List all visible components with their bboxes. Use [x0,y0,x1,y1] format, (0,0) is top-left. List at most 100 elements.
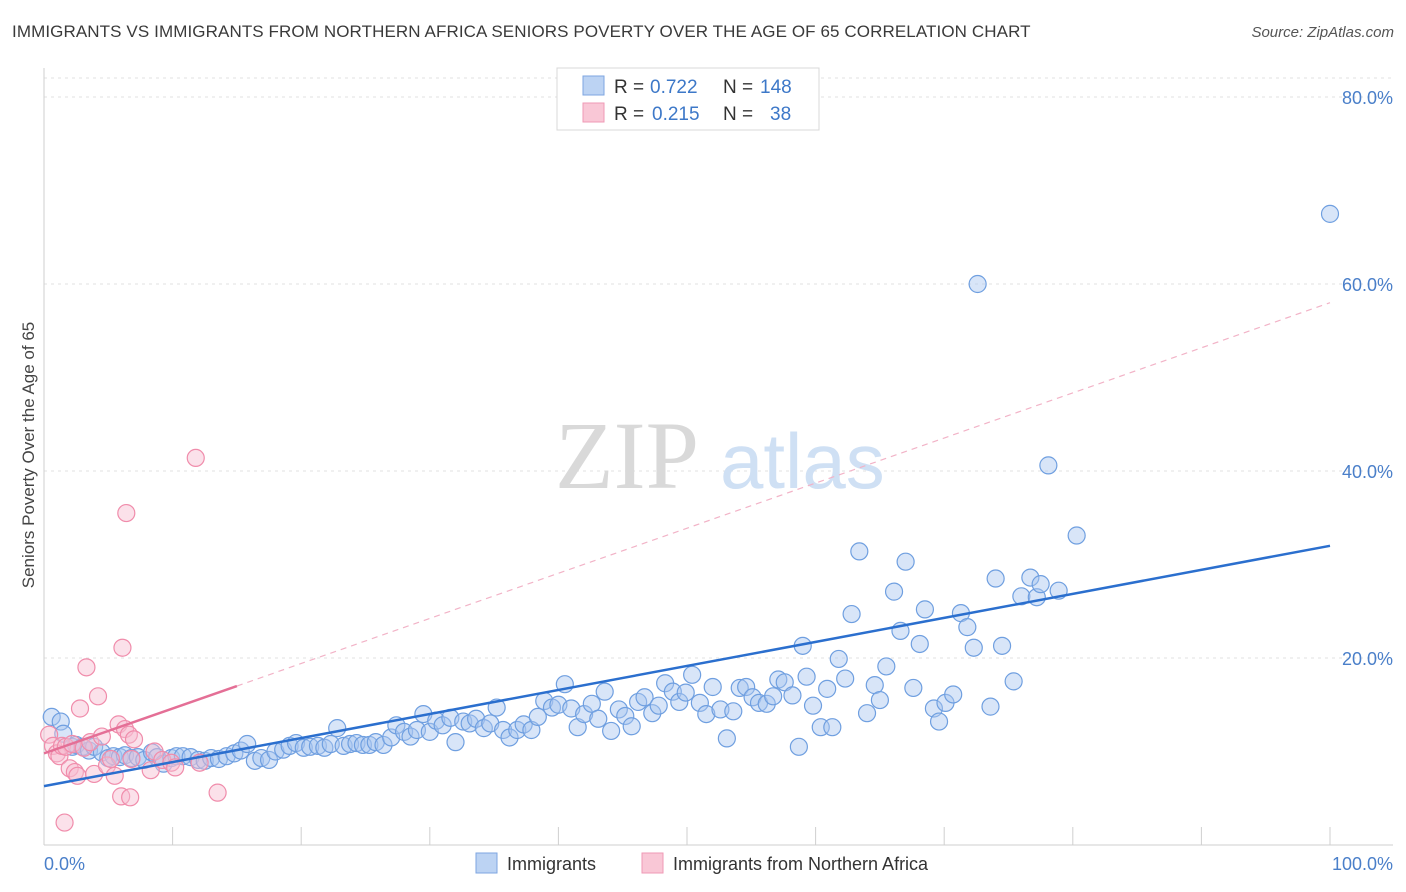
y-tick-label: 80.0% [1342,88,1393,108]
point-immigrants [528,707,547,727]
point-northern-africa [77,658,96,677]
point-northern-africa [101,749,120,769]
point-immigrants [635,688,654,707]
legend-n-value-2: 38 [770,104,791,125]
point-immigrants [697,704,716,724]
point-immigrants [340,734,360,754]
point-northern-africa [55,813,74,832]
legend-swatch-blue [582,75,605,96]
y-tick-label: 60.0% [1342,275,1393,295]
point-immigrants [797,667,816,686]
point-immigrants [850,542,869,561]
point-immigrants [981,697,1000,716]
point-immigrants [522,720,541,740]
point-immigrants [374,735,393,755]
point-immigrants [789,737,808,756]
point-immigrants [446,733,465,752]
point-immigrants [717,729,736,748]
point-immigrants [737,677,756,697]
point-immigrants [42,707,61,727]
trend-line-northern-africa [43,684,238,755]
point-immigrants [589,709,608,728]
point-immigrants [670,692,689,712]
point-immigrants [944,685,963,704]
point-immigrants [1031,575,1050,594]
point-immigrants [595,682,614,701]
legend-r-value-2: 0.215 [652,104,700,125]
series-northern-africa [40,448,227,832]
point-northern-africa [117,503,136,523]
point-immigrants [958,618,977,637]
point-immigrants [649,696,668,715]
legend-r-label-1: R = [614,77,644,98]
watermark: ZIP atlas [555,402,885,509]
point-northern-africa [70,699,90,718]
point-northern-africa [124,730,144,749]
point-immigrants [877,657,896,676]
point-immigrants [622,717,641,736]
point-northern-africa [122,749,141,769]
point-immigrants [992,636,1012,655]
x-tick-label: 0.0% [44,854,85,874]
point-immigrants [764,687,783,706]
point-immigrants [1021,568,1040,587]
point-immigrants [968,274,987,294]
point-immigrants [401,727,420,746]
point-northern-africa [113,638,132,657]
point-immigrants [466,709,486,728]
y-axis-title: Seniors Poverty Over the Age of 65 [19,322,38,588]
point-immigrants [730,678,749,698]
legend-n-label-1: N = [723,77,753,98]
point-immigrants [433,716,452,735]
y-tick-labels: 20.0% 40.0% 60.0% 80.0% [1342,88,1393,669]
y-tick-label: 20.0% [1342,649,1393,669]
point-immigrants [1004,672,1023,691]
point-immigrants [857,704,877,723]
point-immigrants [757,694,776,713]
point-immigrants [582,694,601,713]
point-immigrants [602,721,621,741]
bottom-legend-label-2: Immigrants from Northern Africa [673,854,929,874]
series-immigrants [42,204,1340,773]
point-immigrants [929,712,949,731]
y-tick-label: 40.0% [1342,462,1393,482]
point-immigrants [500,728,519,747]
series-legend: Immigrants Immigrants from Northern Afri… [475,852,929,874]
point-immigrants [915,600,935,619]
point-immigrants [870,690,890,710]
point-immigrants [823,718,842,737]
point-immigrants [703,677,722,697]
axes [43,68,1393,846]
legend-swatch-pink [582,102,605,123]
source-credit: Source: ZipAtlas.com [1251,24,1394,41]
legend-r-label-2: R = [614,104,644,125]
point-immigrants [803,696,823,715]
point-northern-africa [121,788,140,807]
point-immigrants [842,604,861,624]
point-immigrants [986,569,1005,588]
trend-line-immigrants [43,544,1331,788]
point-immigrants [663,682,682,701]
x-tick-label: 100.0% [1332,854,1393,874]
point-immigrants [910,634,929,654]
legend-n-value-1: 148 [760,77,792,98]
point-immigrants [783,686,802,705]
point-immigrants [818,679,837,698]
point-immigrants [904,678,923,698]
point-immigrants [1012,587,1031,606]
point-immigrants [1320,204,1340,223]
point-northern-africa [208,783,227,802]
point-immigrants [328,719,347,738]
legend-r-value-1: 0.722 [650,77,698,98]
trend-lines [43,302,1331,788]
point-northern-africa [105,766,124,785]
bottom-legend-label-1: Immigrants [507,854,596,874]
chart-title: IMMIGRANTS VS IMMIGRANTS FROM NORTHERN A… [12,22,1031,41]
point-immigrants [1067,526,1086,545]
watermark-zip: ZIP [555,402,699,509]
point-immigrants [829,649,848,669]
point-northern-africa [186,448,205,468]
correlation-legend: R = 0.722 N = 148 R = 0.215 N = 38 [556,67,820,131]
point-immigrants [294,738,313,757]
